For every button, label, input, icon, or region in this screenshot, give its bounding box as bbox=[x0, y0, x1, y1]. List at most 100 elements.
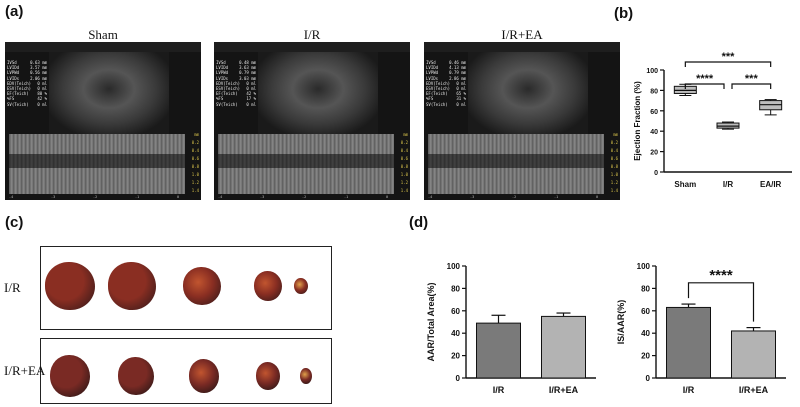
time-tick-label: -3 bbox=[51, 195, 56, 199]
x-tick-label: EA/IR bbox=[760, 180, 782, 189]
measurement-label: EDV(Teich) bbox=[216, 80, 241, 86]
measurement-row: LVPWd 0.79 mm bbox=[216, 70, 256, 75]
depth-tick-label: mm bbox=[403, 132, 408, 137]
depth-tick-label: mm bbox=[613, 132, 618, 137]
measurement-label: SV(Teich) bbox=[7, 101, 29, 107]
depth-tick-label: 0.8 bbox=[191, 164, 199, 169]
measurement-row: LVIDd 3.57 mm bbox=[7, 65, 47, 70]
y-tick-label: 40 bbox=[641, 329, 650, 338]
ultrasound-frame: IVSd 0.48 mm LVIDd 3.63 mm LVPWd 0.79 mm LVIDs… bbox=[214, 42, 410, 200]
x-tick-label: I/R bbox=[493, 385, 505, 395]
panel-label-c: (c) bbox=[5, 214, 24, 231]
measurement-value: 3.03 mm bbox=[239, 75, 256, 81]
m-mode-trace bbox=[218, 134, 394, 194]
measurement-row: %FS 42 % bbox=[7, 96, 47, 101]
measurement-value: 31 % bbox=[456, 96, 466, 102]
y-tick-label: 40 bbox=[451, 329, 460, 338]
depth-tick-label: 1.0 bbox=[610, 172, 618, 177]
depth-tick-label: 1.2 bbox=[191, 180, 199, 185]
x-tick-label: I/R+EA bbox=[739, 385, 769, 395]
measurement-row: LVIDs 2.06 mm bbox=[7, 76, 47, 81]
measurement-row: EDV(Teich) 0 ml bbox=[7, 81, 47, 86]
measurement-label: LVPWd bbox=[7, 70, 20, 76]
depth-tick-label: 0.6 bbox=[400, 156, 408, 161]
y-tick-label: 100 bbox=[646, 68, 658, 75]
y-tick-label: 0 bbox=[646, 374, 651, 383]
significance-label: *** bbox=[722, 51, 736, 63]
measurement-row: EF(Teich) 65 % bbox=[426, 91, 466, 96]
time-axis: -4 -3 -2 -1 0 bbox=[218, 195, 398, 200]
y-tick-label: 80 bbox=[451, 284, 460, 293]
measurement-row: SV(Teich) 0 ml bbox=[7, 102, 47, 107]
measurement-label: ESV(Teich) bbox=[216, 86, 241, 92]
ultrasound-image bbox=[258, 52, 378, 134]
measurement-row: LVPWd 0.79 mm bbox=[426, 70, 466, 75]
m-mode-trace bbox=[428, 134, 604, 194]
significance-bracket bbox=[687, 282, 755, 322]
ultrasound-frame: IVSd 0.63 mm LVIDd 3.57 mm LVPWd 0.56 mm LVIDs… bbox=[5, 42, 201, 200]
ultrasound-image bbox=[468, 52, 588, 134]
heart-slice bbox=[254, 271, 282, 301]
heart-slice bbox=[189, 359, 219, 393]
time-tick-label: 0 bbox=[177, 195, 180, 199]
depth-tick-label: 0.2 bbox=[400, 140, 408, 145]
y-tick-label: 0 bbox=[654, 170, 658, 177]
m-mode-cavity bbox=[428, 154, 604, 168]
measurement-row: EDV(Teich) 0 ml bbox=[426, 81, 466, 86]
heart-slice bbox=[183, 267, 221, 305]
measurement-value: 4.13 mm bbox=[449, 65, 466, 71]
measurement-row: ESV(Teich) 0 ml bbox=[426, 86, 466, 91]
time-tick-label: -3 bbox=[470, 195, 475, 199]
measurement-value: 0.48 mm bbox=[239, 60, 256, 65]
x-tick-label: I/R bbox=[683, 385, 695, 395]
significance-bracket bbox=[684, 83, 725, 89]
time-tick-label: -3 bbox=[260, 195, 265, 199]
y-axis-label: AAR/Total Area(%) bbox=[426, 282, 436, 361]
aar-total-area-bar-chart: 0 20 40 60 80 100 AAR/Total Area(%) I/R I/R+EA bbox=[426, 262, 596, 395]
measurement-label: %FS bbox=[426, 96, 434, 102]
y-axis-label: Ejection Fraction (%) bbox=[633, 81, 642, 161]
y-tick-label: 60 bbox=[451, 307, 460, 316]
time-tick-label: -1 bbox=[135, 195, 140, 199]
time-tick-label: -1 bbox=[344, 195, 349, 199]
measurement-row: LVIDs 3.03 mm bbox=[216, 76, 256, 81]
measurement-table: IVSd 0.46 mm LVIDd 4.13 mm LVPWd 0.79 mm LVIDs… bbox=[426, 60, 466, 130]
measurement-row: LVIDd 3.63 mm bbox=[216, 65, 256, 70]
measurement-value: 3.57 mm bbox=[30, 65, 47, 71]
heart-row-label-ir: I/R bbox=[4, 280, 21, 295]
measurement-value: 42 % bbox=[37, 96, 47, 102]
measurement-value: 3.63 mm bbox=[239, 65, 256, 71]
ultrasound-frame: IVSd 0.46 mm LVIDd 4.13 mm LVPWd 0.79 mm LVIDs… bbox=[424, 42, 620, 200]
measurement-value: 0 ml bbox=[37, 86, 47, 92]
panel-label-a: (a) bbox=[5, 3, 24, 20]
measurement-value: 0 ml bbox=[456, 86, 466, 92]
depth-scale: mm 0.2 0.4 0.6 0.8 1.0 1.2 1.4 bbox=[398, 132, 408, 196]
time-tick-label: -2 bbox=[302, 195, 307, 199]
measurement-row: IVSd 0.46 mm bbox=[426, 60, 466, 65]
measurement-label: SV(Teich) bbox=[216, 101, 238, 107]
measurement-value: 0.56 mm bbox=[30, 70, 47, 76]
measurement-label: LVIDd bbox=[7, 65, 20, 71]
depth-tick-label: 0.6 bbox=[191, 156, 199, 161]
y-tick-label: 60 bbox=[641, 307, 650, 316]
measurement-label: ESV(Teich) bbox=[426, 86, 451, 92]
measurement-value: 0 ml bbox=[246, 101, 256, 107]
measurement-label: IVSd bbox=[7, 60, 17, 65]
ultrasound-title-ir-ea: I/R+EA bbox=[501, 27, 543, 42]
depth-tick-label: 1.0 bbox=[191, 172, 199, 177]
measurement-label: LVPWd bbox=[426, 70, 439, 76]
y-tick-label: 80 bbox=[650, 88, 658, 95]
ultrasound-header-bar bbox=[214, 42, 410, 52]
heart-slice bbox=[300, 368, 312, 384]
is-aar-bar-chart: 0 20 40 60 80 100 IS/AAR(%) I/R I/R+EA **** bbox=[616, 262, 786, 395]
measurement-row: IVSd 0.63 mm bbox=[7, 60, 47, 65]
measurement-label: LVIDs bbox=[426, 75, 439, 81]
y-tick-label: 100 bbox=[447, 262, 461, 271]
depth-tick-label: 0.4 bbox=[400, 148, 408, 153]
heart-slice bbox=[108, 262, 156, 310]
time-axis: -4 -3 -2 -1 0 bbox=[9, 195, 189, 200]
measurement-value: 0.79 mm bbox=[449, 70, 466, 76]
depth-tick-label: 0.8 bbox=[610, 164, 618, 169]
significance-bracket bbox=[731, 83, 772, 89]
y-tick-label: 20 bbox=[451, 352, 460, 361]
